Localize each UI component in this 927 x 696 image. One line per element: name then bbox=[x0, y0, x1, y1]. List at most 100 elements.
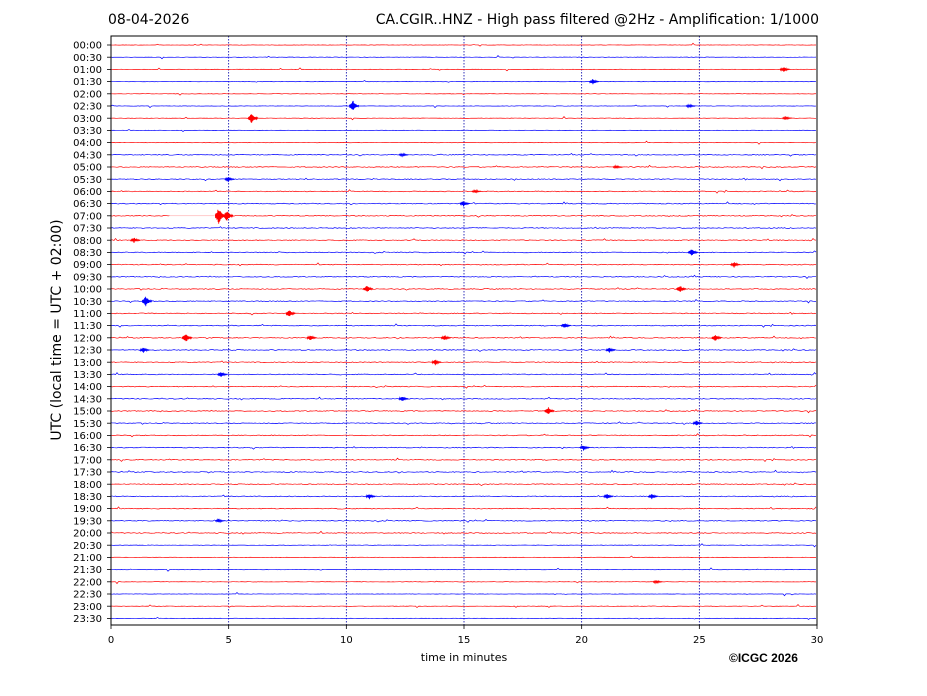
trace-0130 bbox=[110, 80, 817, 83]
y-tick-label: 20:00 bbox=[73, 529, 102, 540]
trace-1700 bbox=[110, 457, 817, 462]
event-0630-15 bbox=[459, 201, 470, 207]
trace-1830 bbox=[110, 494, 817, 498]
y-tick-label: 23:00 bbox=[73, 602, 102, 613]
y-tick-label: 03:00 bbox=[73, 114, 102, 125]
trace-0330 bbox=[110, 129, 817, 132]
trace-1230 bbox=[110, 348, 817, 352]
y-tick-label: 20:30 bbox=[73, 541, 102, 552]
event-1230-1.4 bbox=[139, 347, 150, 353]
y-tick-label: 07:00 bbox=[73, 211, 102, 222]
y-tick-label: 09:00 bbox=[73, 260, 102, 271]
trace-0400 bbox=[110, 140, 817, 145]
event-1200-25.7 bbox=[711, 335, 722, 341]
event-0800-1 bbox=[130, 237, 141, 243]
event-1000-10.9 bbox=[363, 286, 374, 292]
y-tick-label: 21:00 bbox=[73, 553, 102, 564]
trace-2130 bbox=[110, 567, 817, 572]
y-tick-label: 08:30 bbox=[73, 248, 102, 259]
y-tick-label: 16:30 bbox=[73, 443, 102, 454]
event-0830-24.7 bbox=[687, 249, 699, 256]
trace-2030 bbox=[110, 543, 817, 548]
event-1030-1.5 bbox=[141, 296, 153, 307]
event-1930-4.6 bbox=[214, 518, 225, 524]
x-tick-label: 0 bbox=[108, 635, 114, 646]
event-1230-21.2 bbox=[605, 347, 616, 353]
event-1100-7.6 bbox=[285, 310, 296, 317]
y-tick-label: 19:00 bbox=[73, 504, 102, 515]
y-tick-label: 01:30 bbox=[73, 77, 102, 88]
chart-date: 08-04-2026 bbox=[108, 12, 190, 28]
y-tick-label: 07:30 bbox=[73, 224, 102, 235]
y-tick-label: 22:30 bbox=[73, 590, 102, 601]
y-tick-label: 18:00 bbox=[73, 480, 102, 491]
trace-1400 bbox=[110, 384, 817, 389]
trace-0000 bbox=[110, 42, 817, 47]
trace-0900 bbox=[110, 262, 817, 267]
event-1830-11 bbox=[365, 493, 376, 500]
y-tick-label: 01:00 bbox=[73, 65, 102, 76]
trace-1100 bbox=[110, 311, 817, 316]
y-tick-label: 14:30 bbox=[73, 394, 102, 405]
y-tick-label: 13:00 bbox=[73, 358, 102, 369]
y-tick-label: 03:30 bbox=[73, 126, 102, 137]
trace-2000 bbox=[110, 530, 817, 535]
trace-0300 bbox=[110, 115, 817, 121]
trace-1130 bbox=[110, 323, 817, 328]
y-tick-label: 02:00 bbox=[73, 89, 102, 100]
y-tick-label: 14:00 bbox=[73, 382, 102, 393]
event-1830-23 bbox=[647, 494, 659, 500]
event-0300-6 bbox=[247, 114, 259, 123]
event-0530-5 bbox=[224, 177, 235, 183]
y-tick-label: 15:00 bbox=[73, 407, 102, 418]
event-0500-21.5 bbox=[612, 164, 623, 169]
trace-2300 bbox=[110, 604, 817, 609]
vertical-grid-lines bbox=[228, 36, 700, 625]
y-tick-label: 00:30 bbox=[73, 53, 102, 64]
event-1200-14.2 bbox=[440, 335, 451, 341]
event-1300-13.8 bbox=[431, 359, 442, 366]
y-tick-label: 19:30 bbox=[73, 516, 102, 527]
event-0230-24.6 bbox=[685, 103, 696, 109]
trace-1930 bbox=[110, 519, 817, 523]
event-1330-4.7 bbox=[217, 372, 228, 378]
y-tick-label: 10:00 bbox=[73, 285, 102, 296]
seismic-events bbox=[130, 66, 793, 585]
y-tick-label: 10:30 bbox=[73, 297, 102, 308]
trace-0700 bbox=[110, 214, 817, 218]
trace-2100 bbox=[110, 555, 817, 558]
event-1200-8.5 bbox=[306, 335, 317, 341]
trace-0230 bbox=[110, 104, 817, 109]
trace-0800 bbox=[110, 237, 817, 242]
x-axis-label: time in minutes bbox=[420, 651, 508, 664]
event-0700-4.95 bbox=[223, 211, 234, 221]
y-tick-label: 21:30 bbox=[73, 565, 102, 576]
event-1630-20.1 bbox=[579, 445, 590, 451]
trace-0430 bbox=[110, 152, 817, 157]
trace-1600 bbox=[110, 433, 817, 438]
y-tick-label: 04:30 bbox=[73, 150, 102, 161]
trace-2330 bbox=[110, 616, 817, 620]
y-tick-label: 08:00 bbox=[73, 236, 102, 247]
trace-1500 bbox=[110, 408, 817, 414]
event-0230-10.3 bbox=[349, 100, 360, 110]
trace-1430 bbox=[110, 396, 817, 401]
trace-0830 bbox=[110, 250, 817, 255]
y-tick-label: 05:30 bbox=[73, 175, 102, 186]
y-tick-label: 00:00 bbox=[73, 41, 102, 52]
trace-0530 bbox=[110, 177, 817, 182]
y-tick-label: 11:30 bbox=[73, 321, 102, 332]
event-0700-4.6 bbox=[214, 209, 226, 224]
y-tick-label: 13:30 bbox=[73, 370, 102, 381]
y-tick-label: 06:30 bbox=[73, 199, 102, 210]
x-tick-label: 5 bbox=[225, 635, 231, 646]
trace-1900 bbox=[110, 506, 817, 510]
event-1200-3.2 bbox=[181, 334, 193, 342]
trace-1000 bbox=[110, 287, 817, 291]
event-0900-26.5 bbox=[730, 262, 741, 268]
trace-0730 bbox=[110, 226, 817, 230]
y-tick-label: 12:00 bbox=[73, 333, 102, 344]
trace-1800 bbox=[110, 482, 817, 487]
